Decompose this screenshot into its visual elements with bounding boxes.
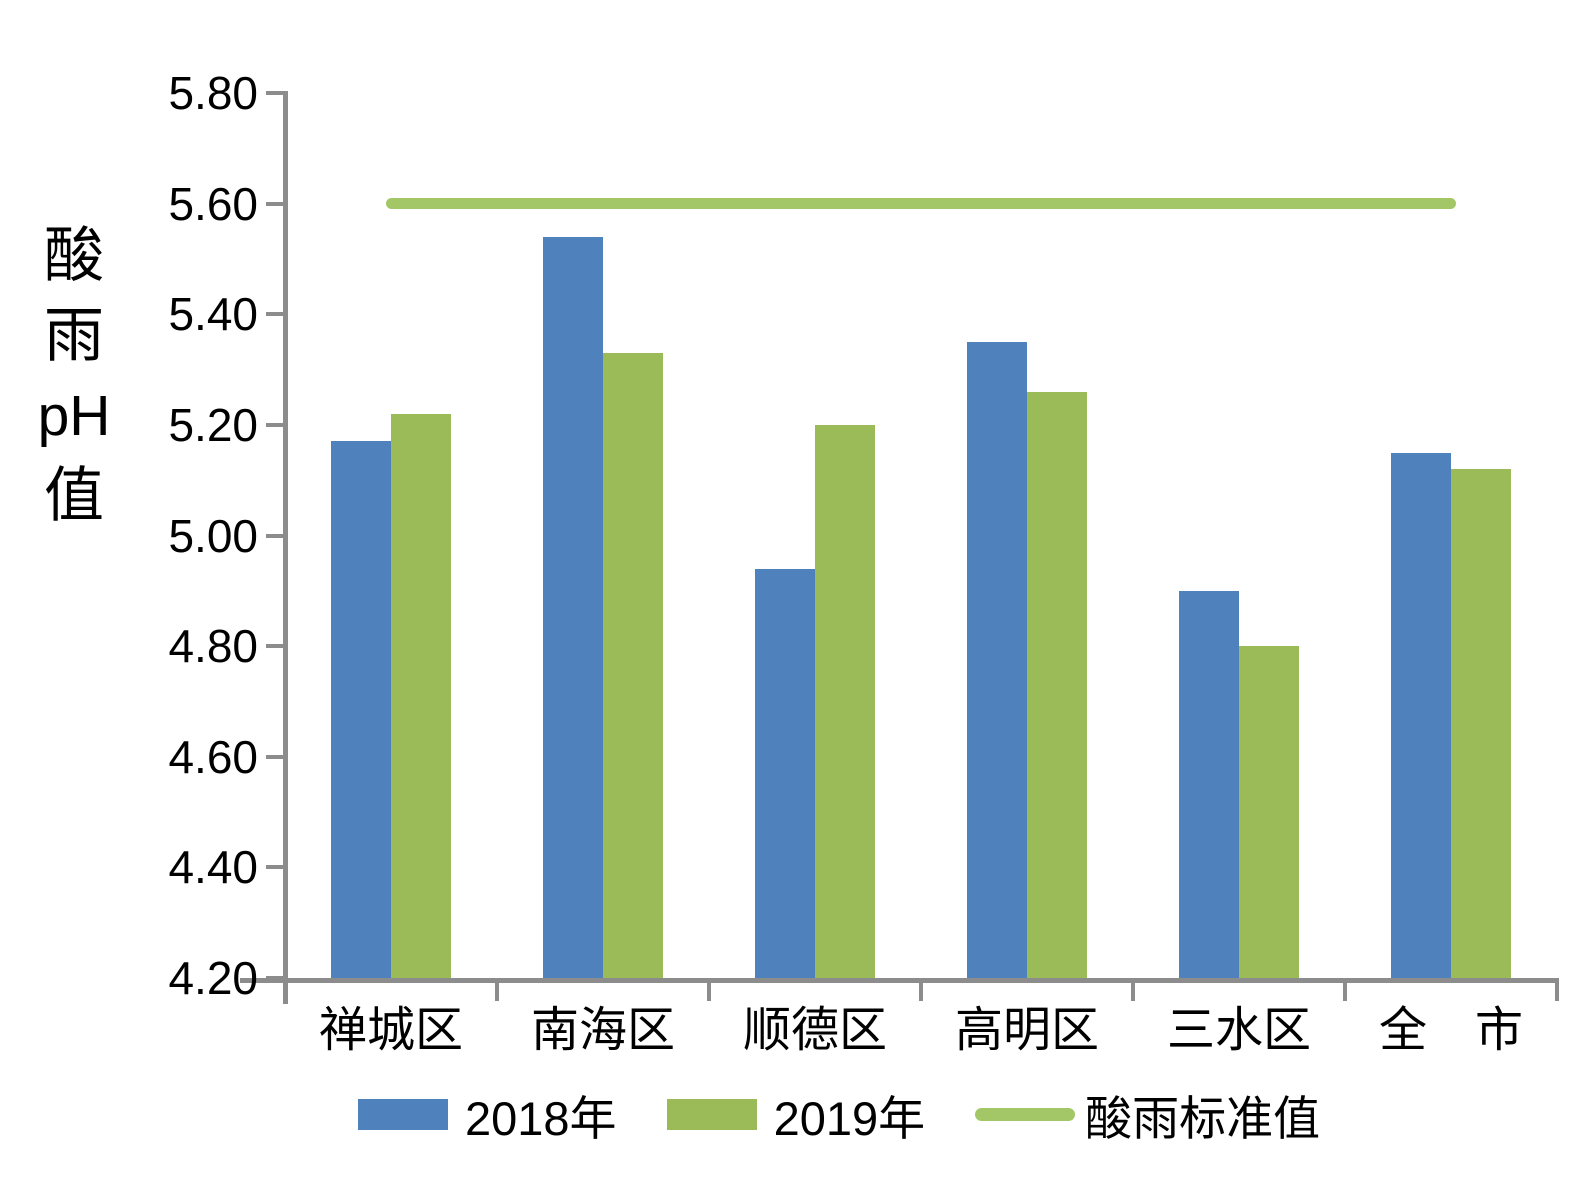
y-tick-mark [266, 976, 285, 980]
y-axis-line [283, 91, 288, 1004]
x-tick-mark [1555, 981, 1559, 1001]
x-tick-mark [1131, 981, 1135, 1001]
y-tick-label: 4.40 [168, 841, 258, 894]
x-category-label: 南海区 [530, 1004, 675, 1057]
bar-series2-cat6 [1451, 469, 1511, 978]
x-tick-mark [283, 981, 287, 1001]
x-tick-mark [707, 981, 711, 1001]
bar-series1-cat6 [1391, 452, 1451, 978]
legend-swatch-2018 [358, 1098, 448, 1130]
bar-series1-cat2 [543, 236, 603, 978]
x-category-label: 顺德区 [742, 1004, 887, 1057]
y-tick-mark [266, 201, 285, 206]
bar-series2-cat2 [603, 352, 663, 978]
y-tick-mark [266, 533, 285, 538]
y-tick-label: 5.40 [168, 288, 258, 341]
y-tick-label: 5.20 [168, 398, 258, 451]
bar-series2-cat3 [815, 424, 875, 978]
legend-swatch-2019 [666, 1098, 757, 1130]
y-tick-mark [266, 91, 285, 95]
legend-label-2019: 2019年 [773, 1091, 926, 1145]
x-category-label: 全 市 [1378, 1004, 1523, 1057]
x-tick-mark [919, 981, 923, 1001]
chart-legend: 2018年 2019年 酸雨标准值 [358, 1082, 1320, 1146]
x-tick-mark [495, 981, 499, 1001]
y-tick-label: 5.60 [168, 177, 258, 230]
legend-item-standard-line: 酸雨标准值 [975, 1080, 1320, 1149]
bar-series1-cat3 [755, 568, 815, 978]
y-tick-mark [266, 644, 285, 649]
bar-series2-cat1 [391, 413, 451, 978]
y-tick-label: 4.60 [168, 730, 258, 783]
y-tick-label: 5.00 [168, 509, 258, 562]
legend-label-standard: 酸雨标准值 [1085, 1091, 1321, 1145]
x-category-label: 禅城区 [318, 1004, 463, 1057]
y-axis-title: 酸 雨 pH 值 [28, 216, 120, 536]
reference-line-standard [386, 198, 1456, 210]
y-tick-label: 4.80 [168, 620, 258, 673]
bar-series1-cat4 [967, 341, 1027, 978]
bar-series2-cat5 [1239, 646, 1299, 978]
y-tick-label: 4.20 [168, 952, 258, 1004]
y-tick-mark [266, 312, 285, 317]
x-tick-mark [1343, 981, 1347, 1001]
y-axis-title-line: 雨 [44, 303, 104, 369]
x-category-label: 高明区 [954, 1004, 1099, 1057]
x-category-label: 三水区 [1166, 1004, 1311, 1057]
bar-series1-cat5 [1179, 590, 1239, 978]
y-axis-title-line: 酸 [44, 223, 104, 289]
y-tick-mark [266, 865, 285, 870]
y-axis-title-line: 值 [44, 463, 104, 529]
legend-item-2018: 2018年 [358, 1080, 617, 1149]
y-tick-mark [266, 422, 285, 427]
bar-series2-cat4 [1027, 391, 1087, 978]
y-tick-label: 5.80 [168, 67, 258, 119]
legend-item-2019: 2019年 [666, 1080, 926, 1149]
bar-series1-cat1 [331, 441, 391, 978]
legend-label-2018: 2018年 [465, 1091, 617, 1145]
legend-line-swatch-standard [975, 1107, 1076, 1121]
y-tick-mark [266, 754, 285, 759]
y-axis-title-line: pH [37, 384, 111, 448]
x-axis-line [240, 978, 1559, 983]
